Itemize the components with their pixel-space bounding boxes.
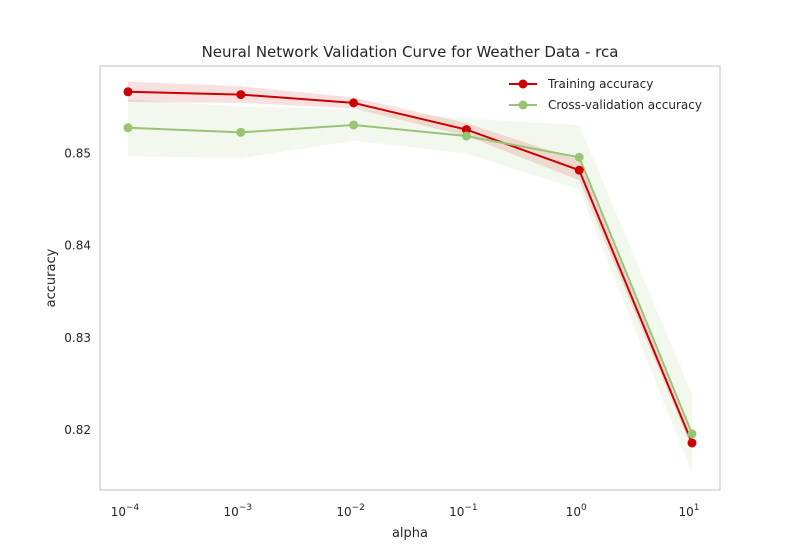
x-axis-label: alpha xyxy=(392,526,428,541)
confidence-bands xyxy=(128,81,692,474)
training-accuracy-point xyxy=(687,438,697,448)
cv-accuracy-point xyxy=(687,429,697,439)
cv-accuracy-point xyxy=(236,127,246,137)
training-accuracy-line xyxy=(127,90,693,444)
y-tick-label: 0.83 xyxy=(64,331,91,345)
chart-title: Neural Network Validation Curve for Weat… xyxy=(202,43,619,61)
x-tick-label: 10−2 xyxy=(336,503,365,519)
cv-accuracy-point xyxy=(461,131,471,141)
cv-accuracy-point xyxy=(123,123,133,133)
y-axis-ticks: 0.85 0.84 0.83 0.82 xyxy=(64,147,91,438)
training-legend-marker xyxy=(518,79,528,89)
x-tick-label: 10−1 xyxy=(449,503,478,519)
cv-legend-marker xyxy=(518,100,528,110)
y-axis-label: accuracy xyxy=(44,248,59,307)
series-lines xyxy=(127,90,693,444)
y-tick-label: 0.85 xyxy=(64,147,91,161)
cv-accuracy-line xyxy=(127,123,693,435)
series-points xyxy=(123,87,697,448)
x-tick-label: 10−3 xyxy=(224,503,253,519)
cv-accuracy-point xyxy=(574,152,584,162)
x-tick-label: 10−4 xyxy=(111,503,140,519)
training-accuracy-point xyxy=(461,125,471,135)
training-legend-label: Training accuracy xyxy=(547,77,653,91)
cv-legend-label: Cross-validation accuracy xyxy=(548,98,702,112)
training-accuracy-point xyxy=(574,165,584,175)
x-axis-ticks: 10−4 10−3 10−2 10−1 100 101 xyxy=(111,503,700,519)
plot-frame xyxy=(99,65,721,491)
cv-accuracy-point xyxy=(349,120,359,130)
cv-accuracy-band xyxy=(128,99,692,474)
plot-area xyxy=(100,66,720,490)
y-tick-label: 0.84 xyxy=(64,239,91,253)
training-accuracy-point xyxy=(349,98,359,108)
x-tick-label: 100 xyxy=(566,503,587,519)
training-accuracy-point xyxy=(123,87,133,97)
x-tick-label: 101 xyxy=(678,503,699,519)
training-accuracy-point xyxy=(236,90,246,100)
legend: Training accuracy Cross-validation accura… xyxy=(509,77,702,112)
y-tick-label: 0.82 xyxy=(64,423,91,437)
